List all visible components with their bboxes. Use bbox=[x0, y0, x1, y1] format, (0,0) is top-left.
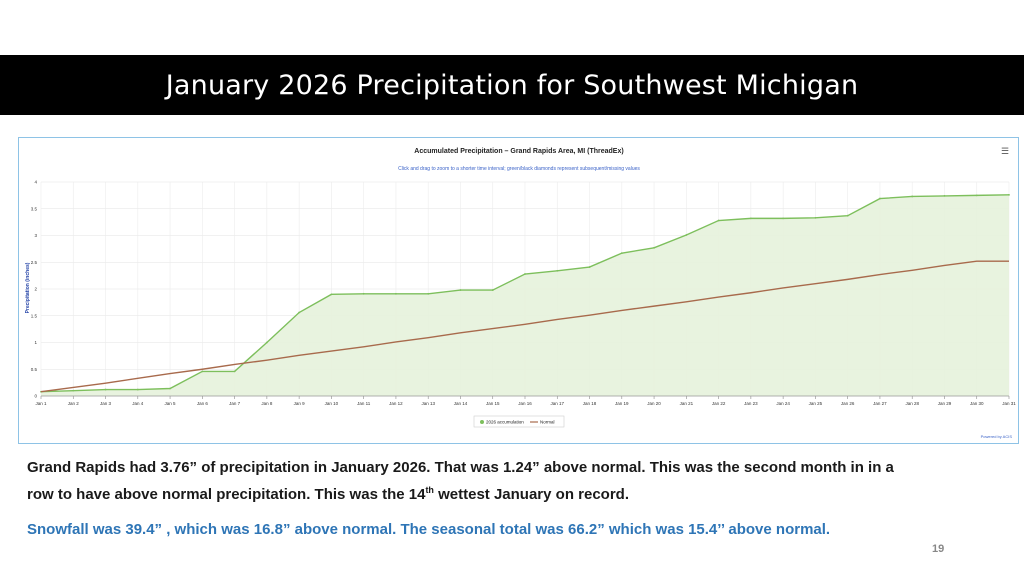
accumulation-point bbox=[265, 341, 268, 344]
accumulation-point bbox=[233, 370, 236, 373]
x-tick-label: Jan 27 bbox=[873, 401, 887, 406]
x-tick-label: Jan 23 bbox=[744, 401, 758, 406]
accumulation-area bbox=[41, 194, 1009, 396]
precipitation-summary: Grand Rapids had 3.76” of precipitation … bbox=[27, 457, 917, 506]
ordinal-suffix: th bbox=[425, 485, 434, 495]
x-tick-label: Jan 2 bbox=[68, 401, 80, 406]
x-tick-label: Jan 17 bbox=[551, 401, 565, 406]
chart-title: Accumulated Precipitation – Grand Rapids… bbox=[414, 148, 623, 155]
x-tick-label: Jan 9 bbox=[294, 401, 306, 406]
legend[interactable]: 2026 accumulation Normal bbox=[473, 415, 565, 428]
accumulation-point bbox=[782, 217, 785, 220]
x-tick-label: Jan 14 bbox=[454, 401, 468, 406]
normal-line bbox=[40, 260, 1009, 393]
x-tick-label: Jan 12 bbox=[389, 401, 403, 406]
chart-credit[interactable]: Powered by ACIS bbox=[981, 434, 1013, 439]
accumulation-point bbox=[1008, 193, 1010, 196]
y-tick-label: 1 bbox=[34, 340, 37, 345]
legend-label-accumulation[interactable]: 2026 accumulation bbox=[486, 420, 524, 425]
accumulation-point bbox=[72, 389, 75, 392]
x-tick-label: Jan 19 bbox=[615, 401, 629, 406]
accumulation-point bbox=[814, 216, 817, 219]
x-tick-label: Jan 7 bbox=[229, 401, 241, 406]
chart-container[interactable]: Accumulated Precipitation – Grand Rapids… bbox=[18, 137, 1019, 444]
accumulation-point bbox=[136, 388, 139, 391]
x-tick-label: Jan 30 bbox=[970, 401, 984, 406]
x-tick-label: Jan 20 bbox=[647, 401, 661, 406]
accumulation-point bbox=[620, 252, 623, 255]
accumulation-point bbox=[749, 217, 752, 220]
x-tick-label: Jan 11 bbox=[357, 401, 371, 406]
accumulation-point bbox=[717, 219, 720, 222]
snowfall-summary: Snowfall was 39.4” , which was 16.8” abo… bbox=[27, 521, 831, 538]
accumulation-point bbox=[879, 197, 881, 200]
x-tick-label: Jan 31 bbox=[1002, 401, 1016, 406]
x-tick-label: Jan 1 bbox=[35, 401, 47, 406]
menu-icon[interactable]: ☰ bbox=[1001, 146, 1010, 156]
slide-title: January 2026 Precipitation for Southwest… bbox=[0, 55, 1024, 115]
x-tick-label: Jan 25 bbox=[809, 401, 823, 406]
x-tick-label: Jan 5 bbox=[165, 401, 177, 406]
x-tick-label: Jan 29 bbox=[938, 401, 952, 406]
y-tick-label: 2 bbox=[34, 287, 37, 292]
accumulation-point bbox=[653, 246, 655, 249]
accumulation-point bbox=[362, 292, 365, 295]
x-tick-label: Jan 15 bbox=[486, 401, 500, 406]
x-tick-label: Jan 8 bbox=[261, 401, 273, 406]
accumulation-point bbox=[298, 311, 301, 314]
x-tick-label: Jan 16 bbox=[518, 401, 532, 406]
accumulation-point bbox=[685, 234, 688, 236]
accumulation-point bbox=[491, 289, 494, 291]
x-tick-label: Jan 10 bbox=[325, 401, 339, 406]
y-tick-label: 4 bbox=[34, 180, 37, 185]
x-tick-label: Jan 13 bbox=[421, 401, 435, 406]
y-tick-label: 2.5 bbox=[31, 260, 38, 265]
x-tick-label: Jan 28 bbox=[905, 401, 919, 406]
x-tick-label: Jan 26 bbox=[841, 401, 855, 406]
series bbox=[40, 193, 1010, 396]
y-tick-label: 3.5 bbox=[31, 206, 38, 211]
y-tick-label: 0.5 bbox=[31, 367, 38, 372]
y-tick-label: 0 bbox=[34, 394, 37, 399]
accumulation-point bbox=[201, 370, 204, 373]
precipitation-summary-part2: wettest January on record. bbox=[433, 486, 629, 503]
accumulation-point bbox=[330, 293, 333, 296]
accumulation-point bbox=[427, 292, 430, 295]
y-axis-label: Precipitation (inches) bbox=[25, 262, 31, 313]
y-tick-label: 3 bbox=[34, 233, 37, 238]
x-tick-label: Jan 4 bbox=[132, 401, 144, 406]
x-tick-label: Jan 21 bbox=[680, 401, 694, 406]
x-tick-label: Jan 24 bbox=[776, 401, 790, 406]
accumulation-point bbox=[588, 266, 591, 268]
legend-label-normal[interactable]: Normal bbox=[540, 420, 555, 425]
x-tick-label: Jan 18 bbox=[583, 401, 597, 406]
accumulation-point bbox=[169, 387, 171, 390]
accumulation-point bbox=[104, 388, 107, 391]
axes: 0 0.5 1 1.5 2 2.5 3 3.5 4 Jan 1 Jan 2 Jan 3 Jan 4 Jan… bbox=[31, 180, 1017, 407]
summary-text: Grand Rapids had 3.76” of precipitation … bbox=[27, 457, 917, 541]
accumulation-point bbox=[846, 214, 849, 217]
accumulation-point bbox=[556, 269, 559, 272]
x-tick-label: Jan 6 bbox=[197, 401, 209, 406]
page-number: 19 bbox=[932, 543, 945, 555]
x-tick-label: Jan 3 bbox=[100, 401, 112, 406]
accumulation-point bbox=[975, 194, 978, 197]
accumulation-point bbox=[459, 289, 462, 291]
x-tick-label: Jan 22 bbox=[712, 401, 726, 406]
y-tick-label: 1.5 bbox=[31, 313, 38, 318]
accumulation-point bbox=[943, 195, 946, 197]
legend-marker-accumulation[interactable] bbox=[480, 420, 484, 424]
precipitation-summary-part1: Grand Rapids had 3.76” of precipitation … bbox=[27, 459, 894, 503]
accumulation-point bbox=[911, 195, 914, 198]
chart-subtitle: Click and drag to zoom to a shorter time… bbox=[398, 166, 640, 172]
accumulation-point bbox=[395, 292, 397, 295]
legend-box bbox=[473, 415, 565, 428]
precipitation-chart[interactable]: Accumulated Precipitation – Grand Rapids… bbox=[19, 138, 1020, 445]
accumulation-point bbox=[524, 273, 526, 275]
